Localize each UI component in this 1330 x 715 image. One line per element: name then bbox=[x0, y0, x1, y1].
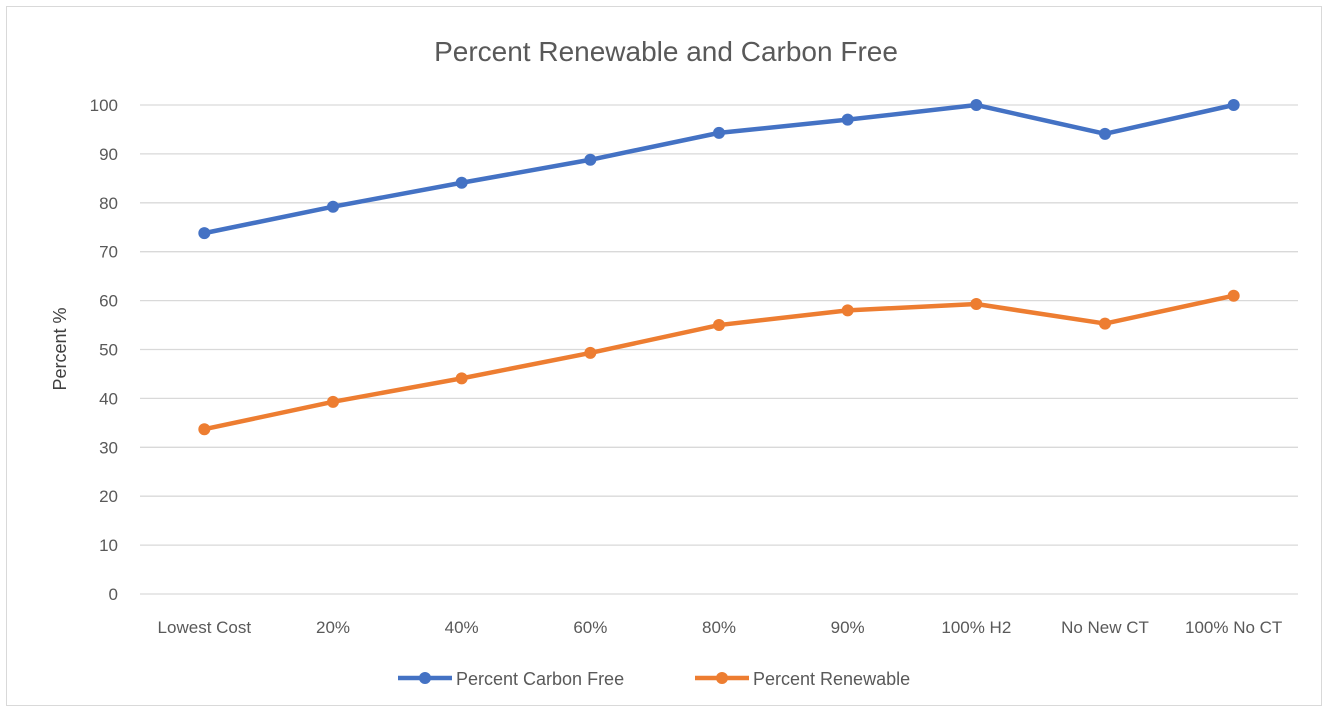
series-group bbox=[198, 99, 1240, 436]
data-point bbox=[327, 200, 339, 213]
y-tick-label: 30 bbox=[99, 438, 118, 457]
y-tick-label: 60 bbox=[99, 292, 118, 311]
data-point bbox=[1099, 127, 1111, 140]
x-tick-label: Lowest Cost bbox=[158, 618, 252, 637]
legend: Percent Carbon Free Percent Renewable bbox=[398, 669, 910, 689]
series-line bbox=[202, 293, 1236, 432]
data-point bbox=[455, 372, 468, 385]
x-tick-label: 60% bbox=[573, 618, 607, 637]
y-tick-label: 90 bbox=[99, 145, 118, 164]
data-point bbox=[584, 153, 597, 166]
y-tick-label: 100 bbox=[90, 96, 118, 115]
x-tick-label: 40% bbox=[445, 618, 479, 637]
data-point bbox=[1227, 289, 1240, 302]
data-point bbox=[841, 304, 854, 317]
series-line bbox=[202, 102, 1236, 236]
x-tick-label: No New CT bbox=[1061, 618, 1149, 637]
chart-title: Percent Renewable and Carbon Free bbox=[434, 36, 898, 67]
data-point bbox=[713, 126, 725, 139]
y-tick-label: 0 bbox=[109, 585, 118, 604]
legend-label: Percent Carbon Free bbox=[456, 669, 624, 689]
series-0 bbox=[198, 99, 1240, 240]
data-point bbox=[970, 298, 983, 311]
y-tick-label: 50 bbox=[99, 341, 118, 360]
x-tick-label: 20% bbox=[316, 618, 350, 637]
y-tick-label: 20 bbox=[99, 487, 118, 506]
x-tick-label: 100% No CT bbox=[1185, 618, 1282, 637]
y-tick-label: 10 bbox=[99, 536, 118, 555]
x-tick-label: 100% H2 bbox=[941, 618, 1011, 637]
x-tick-label: 90% bbox=[831, 618, 865, 637]
chart-frame bbox=[6, 6, 1322, 706]
y-axis-tick-labels: 0 10 20 30 40 50 60 70 80 90 100 bbox=[90, 96, 118, 604]
data-point bbox=[713, 319, 725, 332]
data-point bbox=[584, 346, 597, 359]
y-axis-label: Percent % bbox=[50, 307, 70, 390]
y-tick-label: 70 bbox=[99, 243, 118, 262]
legend-entry-0: Percent Carbon Free bbox=[398, 669, 624, 689]
data-point bbox=[455, 176, 468, 189]
x-axis-tick-labels: Lowest Cost 20% 40% 60% 80% 90% 100% H2 No New … bbox=[158, 618, 1283, 637]
data-point bbox=[1099, 317, 1111, 330]
data-point bbox=[970, 99, 983, 111]
series-1 bbox=[198, 289, 1240, 436]
data-point bbox=[198, 423, 211, 436]
legend-label: Percent Renewable bbox=[753, 669, 910, 689]
data-point bbox=[841, 113, 854, 126]
y-tick-label: 40 bbox=[99, 389, 118, 408]
data-point bbox=[198, 227, 211, 240]
gridlines bbox=[140, 104, 1298, 595]
legend-entry-1: Percent Renewable bbox=[695, 669, 910, 689]
y-tick-label: 80 bbox=[99, 194, 118, 213]
data-point bbox=[1227, 99, 1240, 111]
data-point bbox=[327, 395, 339, 408]
x-tick-label: 80% bbox=[702, 618, 736, 637]
legend-swatch-marker bbox=[419, 672, 431, 684]
legend-swatch-marker bbox=[716, 672, 728, 684]
